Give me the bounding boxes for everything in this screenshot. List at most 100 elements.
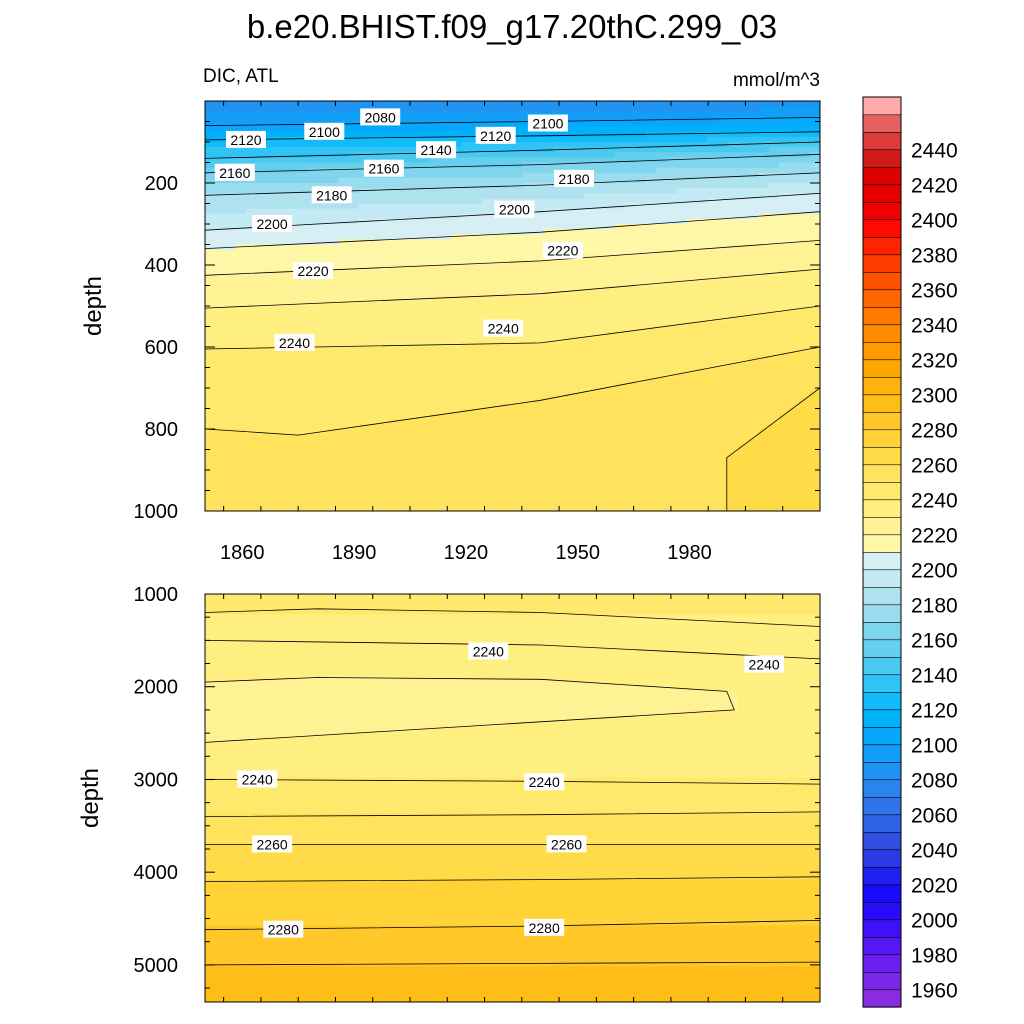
field-cell <box>256 326 268 333</box>
field-cell <box>266 500 278 507</box>
field-cell <box>563 300 575 307</box>
field-cell <box>768 490 780 497</box>
field-cell <box>358 136 370 143</box>
field-cell <box>543 270 555 276</box>
field-cell <box>440 500 452 507</box>
field-cell <box>481 285 493 292</box>
field-cell <box>369 388 380 394</box>
field-cell <box>574 198 585 205</box>
field-cell <box>768 213 780 220</box>
field-cell <box>686 398 698 404</box>
field-cell <box>656 357 667 363</box>
field-cell <box>338 352 350 358</box>
field-cell <box>410 111 421 117</box>
field-cell <box>266 316 278 322</box>
field-cell <box>410 275 421 281</box>
field-cell <box>266 259 278 266</box>
field-cell <box>297 470 309 476</box>
field-cell <box>461 403 473 410</box>
field-cell <box>379 136 391 143</box>
field-cell <box>215 254 227 261</box>
field-cell <box>748 136 760 143</box>
field-cell <box>615 459 626 466</box>
field-cell <box>635 152 647 158</box>
field-cell <box>717 295 729 302</box>
contour-label: 2160 <box>368 161 399 177</box>
field-cell <box>748 393 760 399</box>
field-cell <box>338 454 350 461</box>
field-cell <box>379 188 391 194</box>
field-cell <box>809 403 820 410</box>
field-cell <box>492 142 503 148</box>
field-cell <box>738 449 749 456</box>
field-cell <box>594 121 606 128</box>
field-cell <box>369 464 380 471</box>
field-cell <box>758 193 770 199</box>
field-cell <box>809 505 820 511</box>
field-cell <box>276 275 288 281</box>
field-cell <box>430 254 442 261</box>
field-cell <box>676 434 688 440</box>
field-cell <box>727 162 739 169</box>
field-cell <box>481 357 493 363</box>
field-cell <box>461 177 473 184</box>
field-cell <box>727 121 739 128</box>
field-cell <box>553 270 565 276</box>
field-cell <box>604 162 616 169</box>
field-cell <box>420 280 432 287</box>
field-cell <box>604 475 616 481</box>
field-cell <box>656 388 667 394</box>
field-cell <box>502 500 514 507</box>
field-cell <box>369 347 380 353</box>
field-cell <box>799 367 811 374</box>
field-cell <box>430 157 442 164</box>
field-cell <box>522 495 534 502</box>
field-cell <box>543 377 555 384</box>
field-cell <box>430 423 442 430</box>
field-cell <box>533 213 544 220</box>
field-cell <box>686 423 698 430</box>
field-cell <box>287 183 298 189</box>
field-cell <box>358 377 370 384</box>
field-cell <box>779 259 790 266</box>
contour-label-bg <box>483 319 524 337</box>
field-cell <box>645 295 657 302</box>
field-cell <box>594 126 606 133</box>
field-cell <box>420 136 432 143</box>
field-cell <box>297 198 309 205</box>
field-cell <box>410 490 421 497</box>
field-cell <box>697 434 708 440</box>
field-cell <box>420 198 432 205</box>
field-cell <box>492 101 503 107</box>
field-cell <box>287 116 298 123</box>
field-cell <box>338 218 350 225</box>
field-cell <box>225 439 237 445</box>
field-cell <box>676 362 688 369</box>
field-cell <box>533 193 544 199</box>
field-cell <box>420 306 432 312</box>
field-cell <box>410 393 421 399</box>
field-cell <box>471 434 483 440</box>
field-cell <box>471 464 483 471</box>
field-cell <box>266 367 278 374</box>
field-cell <box>779 413 790 420</box>
field-cell <box>379 193 391 199</box>
field-cell <box>512 439 524 445</box>
field-cell <box>246 126 257 133</box>
field-cell <box>656 485 667 492</box>
field-cell <box>645 147 657 153</box>
field-cell <box>256 177 268 184</box>
field-cell <box>471 413 483 420</box>
field-cell <box>461 495 473 502</box>
field-cell <box>512 362 524 369</box>
field-cell <box>225 218 237 225</box>
field-cell <box>225 188 237 194</box>
field-cell <box>512 167 524 174</box>
field-cell <box>656 234 667 240</box>
field-cell <box>574 290 585 297</box>
field-cell <box>256 331 268 338</box>
field-cell <box>481 306 493 312</box>
field-cell <box>420 172 432 179</box>
field-cell <box>522 177 534 184</box>
field-cell <box>410 470 421 476</box>
